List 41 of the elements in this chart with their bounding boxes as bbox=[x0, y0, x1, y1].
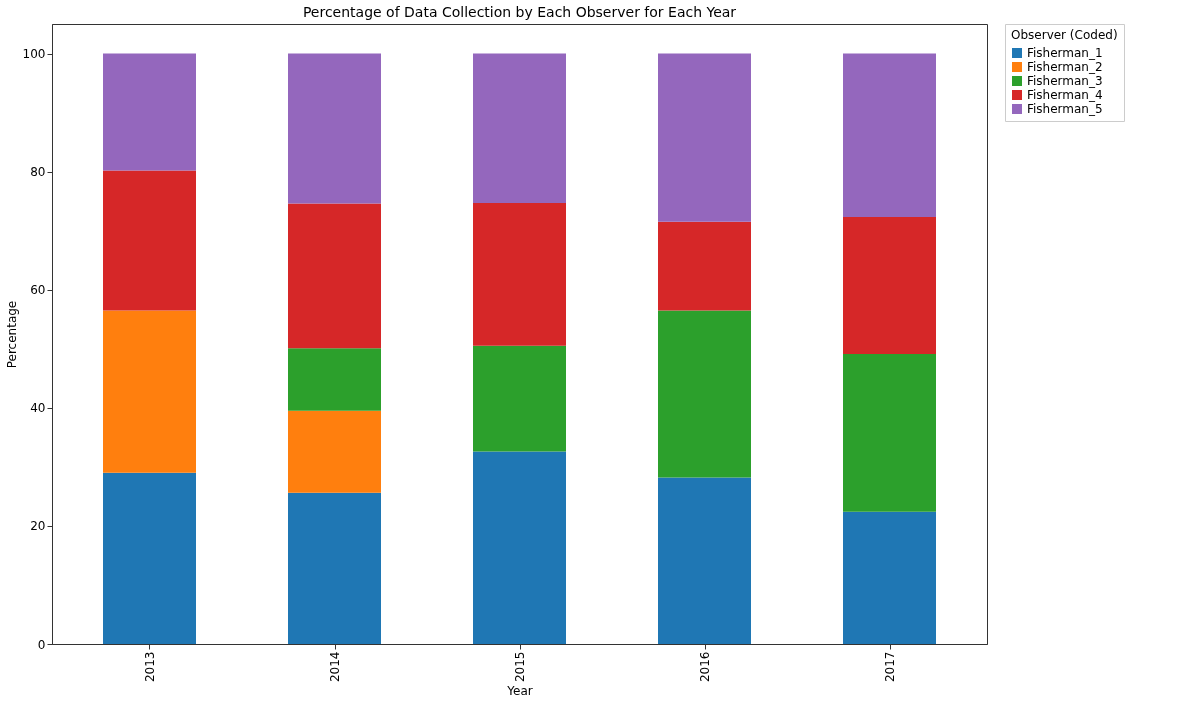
bar bbox=[658, 310, 751, 478]
bar bbox=[288, 410, 381, 493]
legend-label: Fisherman_5 bbox=[1027, 102, 1103, 116]
legend-title: Observer (Coded) bbox=[1011, 28, 1118, 42]
legend-label: Fisherman_1 bbox=[1027, 46, 1103, 60]
chart-title: Percentage of Data Collection by Each Observer for Each Year bbox=[302, 3, 737, 20]
bar bbox=[843, 217, 936, 355]
bar bbox=[658, 221, 751, 311]
bar bbox=[473, 345, 566, 452]
bar bbox=[288, 203, 381, 349]
bar bbox=[473, 53, 566, 203]
bar bbox=[843, 354, 936, 512]
bar bbox=[288, 492, 381, 644]
y-tick-label: 40 bbox=[30, 401, 46, 416]
y-tick-label: 60 bbox=[30, 283, 46, 298]
bar bbox=[103, 472, 196, 644]
bar bbox=[658, 53, 751, 222]
x-tick-label: 2016 bbox=[698, 651, 712, 683]
bar bbox=[658, 477, 751, 644]
y-axis-title: Percentage bbox=[4, 300, 19, 369]
x-axis-title: Year bbox=[506, 684, 533, 699]
y-tick-label: 100 bbox=[22, 47, 46, 62]
legend-label: Fisherman_2 bbox=[1027, 60, 1103, 74]
y-tick-label: 0 bbox=[37, 637, 46, 652]
bar bbox=[843, 511, 936, 644]
legend-label: Fisherman_4 bbox=[1027, 88, 1103, 102]
x-tick-label: 2014 bbox=[328, 651, 342, 683]
y-tick-label: 20 bbox=[30, 519, 46, 534]
x-tick-label: 2013 bbox=[143, 651, 157, 683]
bar bbox=[103, 170, 196, 311]
y-tick-label: 80 bbox=[30, 165, 46, 180]
legend-label: Fisherman_3 bbox=[1027, 74, 1103, 88]
bar bbox=[103, 53, 196, 171]
bar bbox=[473, 451, 566, 644]
bar bbox=[103, 310, 196, 473]
x-tick-label: 2017 bbox=[883, 651, 897, 683]
bar bbox=[843, 53, 936, 218]
x-tick-label: 2015 bbox=[513, 651, 527, 683]
bar bbox=[288, 348, 381, 411]
bar bbox=[288, 53, 381, 204]
bar bbox=[473, 202, 566, 346]
